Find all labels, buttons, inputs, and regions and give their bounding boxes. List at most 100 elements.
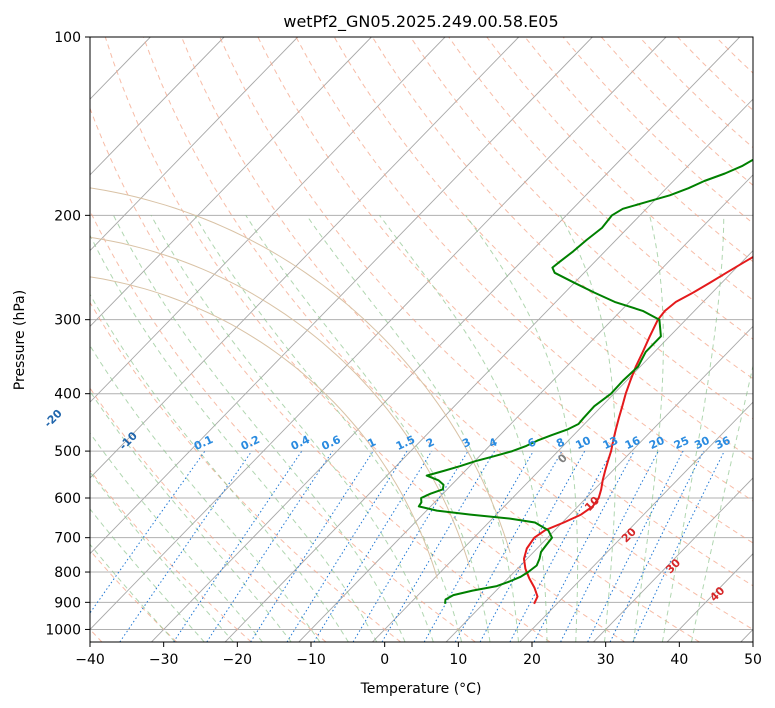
dry-adiabat-line <box>371 37 753 420</box>
moist-adiabat-line <box>90 508 205 642</box>
mixing-ratio-label: 25 <box>672 434 691 452</box>
moist-adiabat-line <box>90 293 349 642</box>
auxiliary-curve <box>90 236 471 568</box>
dry-adiabat-line <box>562 37 753 224</box>
x-tick-label: −30 <box>149 652 179 668</box>
x-tick-label: 30 <box>597 652 615 668</box>
mixing-ratio-label: 6 <box>526 435 539 450</box>
mixing-ratio-label: 0.2 <box>239 433 262 453</box>
moist-adiabat-line <box>245 215 491 642</box>
y-tick-label: 600 <box>54 491 81 507</box>
isotherm-line <box>519 401 753 642</box>
dry-adiabat-line <box>295 37 753 502</box>
dry-adiabat-line <box>181 37 753 630</box>
mixing-ratio-line <box>119 450 253 642</box>
moist-adiabat-label: 20 <box>619 525 639 545</box>
moist-adiabat-line <box>661 215 725 642</box>
moist-adiabat-line <box>691 363 753 642</box>
mixing-ratio-line <box>206 450 334 642</box>
mixing-ratio-label: 3 <box>460 435 472 450</box>
x-tick-label: 50 <box>744 652 762 668</box>
moist-adiabat-line <box>90 432 263 642</box>
dry-adiabat-label: -20 <box>42 407 65 430</box>
mixing-ratio-label: 20 <box>647 434 667 452</box>
mixing-ratio-line <box>286 450 408 642</box>
dry-adiabat-line <box>600 37 753 186</box>
dry-adiabat-label: -10 <box>117 429 140 452</box>
axis-ticks: −40 −30 −20 −10 0 10 20 30 40 5010020030040050060… <box>45 30 762 668</box>
y-tick-label: 800 <box>54 565 81 581</box>
dry-adiabat-line <box>90 209 476 642</box>
isotherm-line <box>666 553 753 642</box>
dry-adiabat-line <box>142 37 700 642</box>
dry-adiabat-line <box>486 37 753 301</box>
mixing-ratio-label: 0.4 <box>289 433 312 453</box>
mixing-ratio-line <box>587 450 684 642</box>
x-tick-label: 40 <box>670 652 688 668</box>
mixing-ratio-line <box>533 450 635 642</box>
mixing-ratio-line <box>509 450 613 642</box>
y-tick-label: 700 <box>54 531 81 547</box>
y-tick-label: 300 <box>54 313 81 329</box>
isotherm-line <box>90 37 446 403</box>
chart-title: wetPf2_GN05.2025.249.00.58.E05 <box>283 12 558 32</box>
moist-adiabat-line <box>465 215 579 642</box>
temperature-profile-line <box>523 255 753 605</box>
dry-adiabat-line <box>90 469 252 642</box>
mixing-ratio-label: 30 <box>692 434 712 452</box>
profile-lines <box>417 158 753 605</box>
mixing-ratio-line <box>479 450 586 642</box>
mixing-ratio-label: 1 <box>366 435 378 450</box>
dry-adiabat-line <box>639 37 753 149</box>
mixing-ratio-label: 10 <box>574 434 594 452</box>
isotherm-line <box>90 37 667 631</box>
isotherm-line <box>445 325 753 642</box>
dry-adiabat-line <box>754 37 775 642</box>
moist-adiabat-line <box>90 390 292 642</box>
isotherm-line <box>90 37 299 252</box>
mixing-ratio-line <box>250 450 374 642</box>
auxiliary-curve <box>90 187 511 554</box>
moist-adiabat-line <box>559 215 617 642</box>
isotherm-line <box>740 628 753 642</box>
plot-frame <box>89 36 754 643</box>
moist-adiabat-line <box>194 215 463 642</box>
mixing-ratio-line <box>423 450 534 642</box>
moist-adiabat-line <box>90 234 378 642</box>
isotherm-line <box>90 37 225 176</box>
x-tick-label: −20 <box>223 652 253 668</box>
dry-adiabat-line <box>90 107 551 642</box>
mixing-ratio-line <box>632 450 725 642</box>
mixing-ratio-label: 36 <box>713 434 733 452</box>
isotherm-line <box>90 37 372 328</box>
dry-adiabat-line <box>90 387 327 642</box>
mixing-ratio-line <box>609 450 705 642</box>
isotherm-line <box>593 477 753 642</box>
dry-adiabat-line <box>410 37 753 380</box>
moist-adiabat-label: 40 <box>707 584 727 604</box>
moist-adiabat-label: 30 <box>663 556 683 576</box>
x-tick-label: 10 <box>449 652 467 668</box>
x-tick-label: 20 <box>523 652 541 668</box>
isotherm-line <box>298 174 753 642</box>
background-lines <box>90 37 775 642</box>
dry-adiabat-line <box>524 37 753 263</box>
dry-adiabat-line <box>104 37 626 642</box>
y-tick-label: 900 <box>54 595 81 611</box>
mixing-ratio-label: 1.5 <box>394 433 417 453</box>
x-tick-label: −10 <box>296 652 326 668</box>
dry-adiabat-line <box>677 37 753 111</box>
isotherm-line <box>372 249 753 642</box>
moist-adiabat-line <box>306 215 519 642</box>
isotherm-line <box>151 37 741 642</box>
isotherm-line <box>90 37 593 555</box>
y-axis-label: Pressure (hPa) <box>12 290 28 390</box>
x-tick-label: −40 <box>75 652 105 668</box>
y-tick-label: 1000 <box>45 622 81 638</box>
auxiliary-curve <box>90 276 438 579</box>
dry-adiabat-line <box>219 37 753 587</box>
mixing-ratio-label: 0.6 <box>320 433 343 453</box>
y-tick-label: 200 <box>54 208 81 224</box>
dry-adiabat-line <box>90 301 402 642</box>
